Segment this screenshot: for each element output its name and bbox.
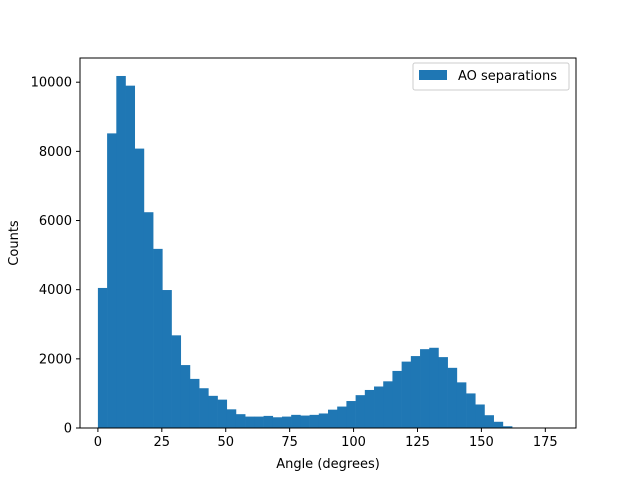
histogram-bar	[447, 367, 458, 428]
histogram-bar	[484, 415, 494, 428]
y-axis: 0 2000 4000 6000 8000 10000	[31, 76, 80, 437]
x-tick-label: 125	[405, 435, 430, 450]
y-tick-label: 4000	[39, 283, 72, 298]
histogram-bar	[217, 399, 228, 428]
y-tick-label: 10000	[31, 76, 72, 91]
histogram-bar	[355, 395, 366, 428]
histogram-bar	[199, 388, 209, 428]
histogram-bar	[438, 357, 448, 428]
histogram-bar	[143, 212, 154, 428]
histogram-bar	[502, 426, 513, 428]
histogram-bar	[410, 356, 421, 428]
histogram-bar	[97, 287, 108, 428]
histogram-bar	[245, 416, 255, 428]
histogram-bar	[309, 414, 320, 428]
plot-frame	[79, 57, 577, 429]
y-axis-label: Counts	[7, 220, 22, 266]
histogram-bar	[456, 382, 467, 428]
histogram-bar	[364, 389, 375, 428]
histogram-bar	[153, 248, 163, 428]
histogram-bar	[318, 413, 329, 428]
histogram-bar	[125, 85, 136, 428]
histogram-bar	[291, 414, 301, 428]
x-tick-label: 25	[154, 435, 171, 450]
histogram-bar	[254, 416, 264, 428]
legend-box	[412, 62, 570, 91]
histogram-bar	[180, 365, 191, 428]
histogram-bar	[429, 347, 439, 428]
bars-group	[97, 75, 513, 428]
histogram-bar	[208, 395, 218, 428]
histogram-bar	[392, 370, 402, 428]
histogram-bar	[235, 414, 246, 428]
histogram-bar	[374, 386, 384, 428]
histogram-bar	[107, 133, 117, 428]
histogram-bar	[401, 361, 412, 428]
x-axis-label: Angle (degrees)	[276, 457, 380, 472]
y-tick-label: 8000	[39, 145, 72, 160]
histogram-bar	[420, 349, 430, 428]
legend: AO separations	[412, 62, 570, 91]
histogram-bar	[272, 417, 283, 428]
histogram-bar	[337, 406, 347, 428]
histogram-bar	[475, 404, 485, 428]
histogram-bar	[189, 378, 200, 428]
y-tick-label: 0	[64, 422, 72, 437]
histogram-bar	[493, 421, 504, 428]
x-tick-label: 0	[94, 435, 102, 450]
x-tick-label: 150	[469, 435, 494, 450]
y-tick-label: 2000	[39, 352, 72, 367]
x-tick-label: 175	[533, 435, 558, 450]
histogram-bar	[171, 335, 182, 428]
x-tick-label: 50	[217, 435, 234, 450]
histogram-bar	[116, 75, 126, 428]
histogram-bar	[226, 409, 237, 428]
legend-label: AO separations	[458, 69, 557, 84]
histogram-bar	[281, 416, 292, 428]
x-axis: 0 25 50 75 100 125 150 175	[94, 428, 558, 450]
histogram-bar	[263, 415, 274, 428]
x-tick-label: 75	[281, 435, 298, 450]
x-tick-label: 100	[341, 435, 366, 450]
histogram-bar	[346, 401, 356, 428]
histogram-bar	[300, 415, 310, 428]
y-tick-label: 6000	[39, 214, 72, 229]
histogram-bar	[134, 148, 145, 428]
histogram-bar	[466, 393, 476, 428]
histogram-bar	[162, 290, 172, 428]
histogram-bar	[328, 409, 338, 428]
legend-swatch	[419, 70, 447, 80]
histogram-bar	[383, 381, 393, 428]
